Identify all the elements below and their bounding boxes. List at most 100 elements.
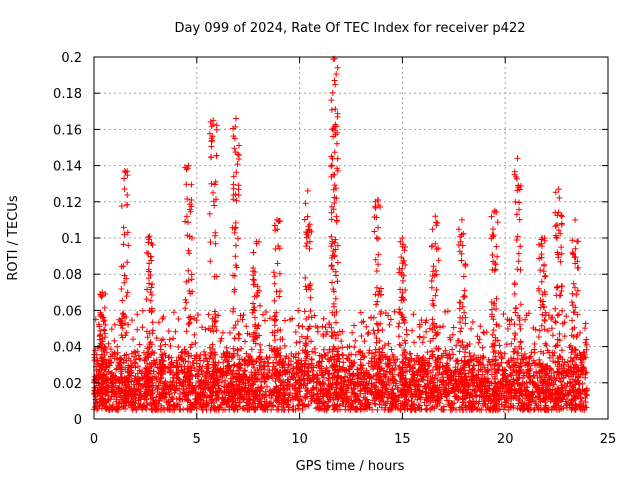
roti-point — [536, 386, 543, 393]
roti-point — [537, 297, 544, 304]
roti-point — [449, 346, 456, 353]
roti-point — [392, 404, 399, 410]
roti-point — [508, 372, 515, 379]
roti-point — [392, 393, 399, 400]
roti-point — [466, 350, 473, 356]
roti-point — [276, 390, 283, 397]
roti-point — [251, 364, 258, 371]
roti-point — [163, 399, 170, 405]
roti-point — [176, 376, 183, 383]
roti-point — [231, 403, 238, 410]
roti-point — [531, 341, 538, 347]
roti-point — [517, 381, 524, 388]
roti-point — [514, 266, 521, 273]
roti-point — [144, 249, 150, 256]
roti-point — [342, 373, 349, 380]
roti-point — [306, 282, 313, 289]
y-tick-label: 0.1 — [61, 232, 82, 247]
roti-point — [443, 362, 450, 369]
roti-point — [567, 342, 574, 349]
roti-point — [450, 387, 457, 394]
roti-point — [554, 312, 561, 319]
roti-point — [101, 346, 108, 353]
roti-point — [144, 334, 151, 341]
roti-point — [548, 406, 555, 413]
roti-point — [123, 293, 130, 300]
roti-point — [287, 316, 294, 323]
roti-point — [179, 368, 186, 375]
roti-point — [543, 342, 550, 349]
roti-peak-point — [399, 235, 406, 241]
roti-point — [455, 394, 462, 401]
roti-point — [547, 398, 554, 405]
roti-point — [187, 389, 194, 396]
roti-point — [134, 326, 141, 333]
roti-point — [205, 311, 212, 318]
roti-point — [209, 355, 216, 362]
roti-point — [148, 379, 155, 386]
roti-point — [229, 371, 236, 378]
roti-point — [349, 362, 356, 369]
roti-point — [305, 367, 312, 374]
roti-point — [538, 322, 545, 329]
roti-point — [376, 394, 383, 401]
roti-point — [231, 286, 238, 293]
roti-point — [274, 260, 281, 267]
roti-point — [339, 328, 346, 335]
roti-point — [429, 351, 436, 358]
roti-point — [559, 382, 565, 389]
roti-point — [210, 189, 217, 196]
roti-peak-point — [99, 289, 106, 296]
roti-point — [160, 385, 167, 392]
roti-point — [120, 311, 127, 318]
roti-point — [374, 298, 381, 305]
roti-point — [347, 375, 354, 382]
roti-point — [228, 379, 235, 386]
roti-point — [148, 292, 155, 298]
roti-point — [389, 390, 396, 397]
y-tick-label: 0.06 — [53, 304, 82, 319]
roti-point — [333, 71, 340, 78]
roti-point — [451, 377, 458, 384]
roti-point — [345, 366, 352, 373]
roti-peak-point — [514, 155, 521, 162]
roti-point — [572, 401, 579, 408]
roti-point — [348, 359, 355, 366]
roti-point — [213, 152, 220, 159]
roti-point — [460, 273, 467, 280]
roti-point — [538, 373, 545, 380]
roti-point — [525, 310, 532, 317]
roti-point — [501, 350, 508, 357]
roti-point — [400, 241, 407, 248]
roti-point — [302, 283, 309, 290]
roti-point — [506, 317, 513, 324]
chart-title: Day 099 of 2024, Rate Of TEC Index for r… — [175, 21, 526, 36]
roti-point — [504, 326, 511, 332]
roti-point — [402, 380, 408, 387]
roti-point — [257, 384, 264, 391]
roti-point — [187, 208, 194, 215]
roti-point — [360, 394, 367, 401]
roti-point — [329, 279, 335, 286]
roti-point — [208, 123, 215, 130]
roti-point — [520, 380, 526, 387]
roti-point — [371, 400, 378, 407]
roti-point — [434, 396, 441, 403]
roti-point — [248, 376, 255, 383]
roti-point — [214, 377, 221, 384]
roti-point — [473, 382, 480, 389]
roti-point — [236, 142, 242, 149]
roti-point — [411, 401, 418, 408]
roti-point — [538, 236, 545, 243]
roti-point — [139, 324, 146, 331]
roti-point — [511, 321, 518, 327]
roti-point — [332, 246, 339, 253]
roti-point — [466, 405, 473, 412]
roti-point — [402, 375, 409, 382]
roti-point — [230, 345, 237, 352]
roti-point — [307, 238, 313, 245]
roti-point — [120, 224, 127, 231]
roti-point — [581, 406, 588, 413]
roti-point — [558, 244, 565, 251]
roti-point — [230, 133, 237, 140]
